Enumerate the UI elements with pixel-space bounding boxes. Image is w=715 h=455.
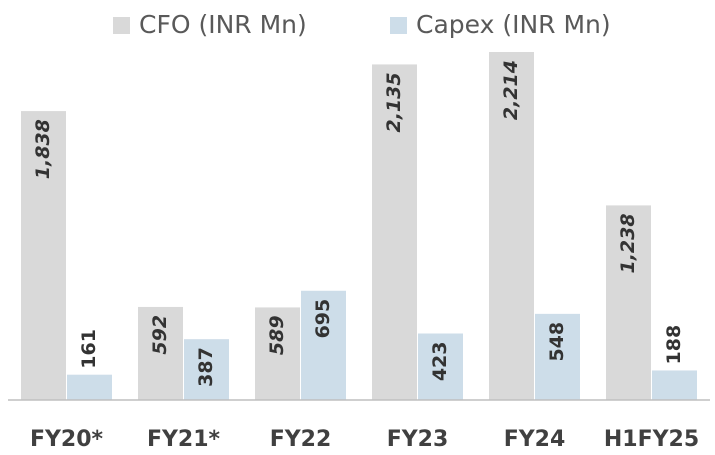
data-label: 695 — [312, 299, 334, 339]
data-label: 161 — [78, 329, 100, 369]
data-label: 188 — [663, 325, 685, 365]
x-tick-label: FY24 — [504, 427, 566, 452]
bar — [489, 52, 534, 400]
bar — [418, 333, 463, 400]
data-label: 2,135 — [383, 72, 405, 132]
data-label: 1,238 — [617, 213, 639, 273]
data-label: 548 — [546, 322, 568, 362]
bar — [67, 374, 112, 400]
data-label: 423 — [429, 342, 451, 382]
x-tick-label: H1FY25 — [604, 427, 699, 452]
bar — [372, 64, 417, 400]
x-tick-label: FY20* — [30, 427, 104, 452]
x-tick-label: FY23 — [387, 427, 449, 452]
data-label: 387 — [195, 347, 217, 387]
x-tick-label: FY22 — [270, 427, 332, 452]
bar — [301, 290, 346, 400]
bar — [184, 339, 229, 400]
legend-label: CFO (INR Mn) — [139, 10, 307, 39]
bar — [21, 111, 66, 400]
bar — [606, 205, 651, 400]
legend-swatch — [113, 17, 130, 34]
x-tick-label: FY21* — [147, 427, 221, 452]
data-label: 589 — [266, 315, 288, 355]
data-label: 592 — [149, 315, 171, 355]
bar — [138, 306, 183, 400]
bar — [535, 313, 580, 400]
bar — [652, 370, 697, 400]
bar — [255, 307, 300, 400]
legend-swatch — [390, 17, 407, 34]
data-label: 2,214 — [500, 60, 522, 120]
data-label: 1,838 — [32, 119, 54, 179]
legend-label: Capex (INR Mn) — [416, 10, 611, 39]
